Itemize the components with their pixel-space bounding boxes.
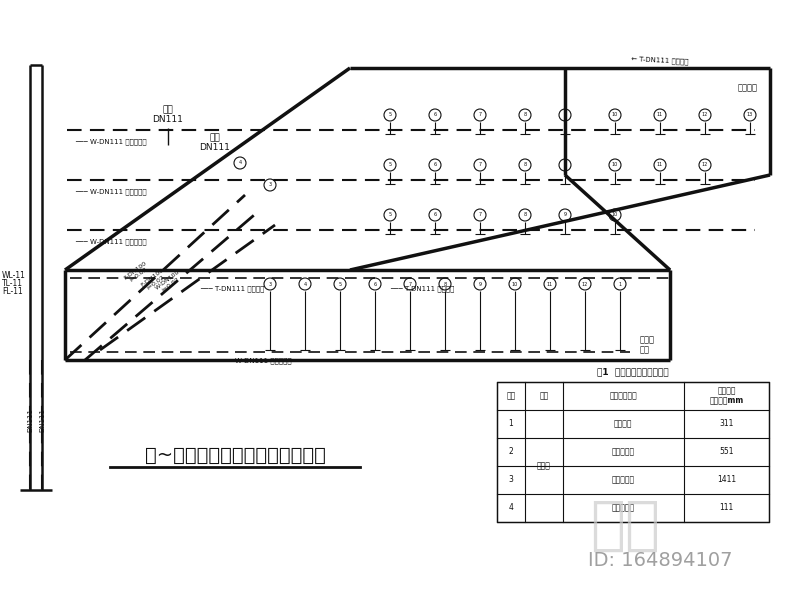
Text: 12: 12 <box>702 113 708 118</box>
Text: 11: 11 <box>547 281 553 286</box>
Text: 7: 7 <box>478 163 482 167</box>
Text: 给水总阀: 给水总阀 <box>614 419 633 428</box>
Text: 地漏: 地漏 <box>640 346 650 355</box>
Text: 10: 10 <box>512 281 518 286</box>
Text: 浴室柜角阀: 浴室柜角阀 <box>612 475 635 485</box>
Text: 10: 10 <box>612 212 618 217</box>
Text: 地漏: 地漏 <box>210 133 220 142</box>
Text: 7: 7 <box>478 113 482 118</box>
Text: 13: 13 <box>747 113 753 118</box>
Text: 12: 12 <box>702 163 708 167</box>
Text: 感应龙头钢: 感应龙头钢 <box>612 503 635 512</box>
Text: 6: 6 <box>434 163 437 167</box>
Text: 5: 5 <box>389 113 391 118</box>
Text: 9: 9 <box>478 281 482 286</box>
Text: 卫生间: 卫生间 <box>537 461 550 470</box>
Text: 6: 6 <box>434 212 437 217</box>
Text: DN111: DN111 <box>153 115 183 124</box>
Text: 3: 3 <box>269 281 271 286</box>
Text: ID: 164894107: ID: 164894107 <box>588 551 732 569</box>
Text: 9: 9 <box>563 163 566 167</box>
Text: 表1  卫生排具配件安装高度: 表1 卫生排具配件安装高度 <box>597 367 669 377</box>
Text: ← T-DN111 吊顶敷设: ← T-DN111 吊顶敷设 <box>631 55 689 65</box>
Text: DN111: DN111 <box>39 408 45 432</box>
Text: ─── W-DN111 沉箱内敷设: ─── W-DN111 沉箱内敷设 <box>75 188 146 194</box>
Text: 知乎: 知乎 <box>590 497 660 553</box>
Text: 1: 1 <box>618 281 622 286</box>
Text: 1: 1 <box>509 419 514 428</box>
Text: 6: 6 <box>374 281 377 286</box>
Text: 4: 4 <box>303 281 306 286</box>
Text: 5: 5 <box>389 212 391 217</box>
Text: W-DN100
i=0.02: W-DN100 i=0.02 <box>154 269 185 296</box>
Text: DN111: DN111 <box>27 408 33 432</box>
Text: 12: 12 <box>582 281 588 286</box>
Text: 7: 7 <box>409 281 411 286</box>
Text: 给水配件名称: 给水配件名称 <box>610 391 638 401</box>
Text: 清扫口: 清扫口 <box>640 335 655 344</box>
Text: 洗脸盆角阀: 洗脸盆角阀 <box>612 448 635 457</box>
Text: 9: 9 <box>563 212 566 217</box>
Text: 地漏: 地漏 <box>162 106 174 115</box>
Bar <box>497 382 769 522</box>
Text: 311: 311 <box>719 419 734 428</box>
Text: 8: 8 <box>523 163 526 167</box>
Text: 台湾管业: 台湾管业 <box>738 83 758 92</box>
Text: 5: 5 <box>389 163 391 167</box>
Text: 6: 6 <box>434 113 437 118</box>
Text: 11: 11 <box>657 113 663 118</box>
Text: 10: 10 <box>612 163 618 167</box>
Text: FL-11: FL-11 <box>2 286 22 295</box>
Text: 5: 5 <box>338 281 342 286</box>
Text: 8: 8 <box>523 113 526 118</box>
Text: 4: 4 <box>509 503 514 512</box>
Text: 序号: 序号 <box>506 391 516 401</box>
Text: 3: 3 <box>269 182 271 187</box>
Text: F-DN100
i=0.02: F-DN100 i=0.02 <box>123 260 151 285</box>
Text: 10: 10 <box>612 113 618 118</box>
Text: 9: 9 <box>563 113 566 118</box>
Text: DN111: DN111 <box>199 143 230 152</box>
Text: 8: 8 <box>443 281 446 286</box>
Text: 3: 3 <box>509 475 514 485</box>
Text: ─── T-DN111 吊顶敷设: ─── T-DN111 吊顶敷设 <box>390 285 454 292</box>
Text: TL-11: TL-11 <box>2 278 23 287</box>
Text: 111: 111 <box>719 503 734 512</box>
Text: ─── W-DN111 沉箱内敷设: ─── W-DN111 沉箱内敷设 <box>220 357 292 364</box>
Text: 7: 7 <box>478 212 482 217</box>
Text: 1411: 1411 <box>717 475 736 485</box>
Text: 8: 8 <box>523 212 526 217</box>
Text: 二~八层卫生间排水系统图（二）: 二~八层卫生间排水系统图（二） <box>145 445 326 464</box>
Text: 位置: 位置 <box>539 391 549 401</box>
Text: ─── T-DN111 吊顶敷设: ─── T-DN111 吊顶敷设 <box>200 285 264 292</box>
Text: 11: 11 <box>657 163 663 167</box>
Text: 551: 551 <box>719 448 734 457</box>
Text: WL-11: WL-11 <box>2 271 26 280</box>
Text: 4: 4 <box>238 160 242 166</box>
Text: ─── W-DN111 沉箱内敷设: ─── W-DN111 沉箱内敷设 <box>75 138 146 145</box>
Text: ─── W-DN111 沉箱内敷设: ─── W-DN111 沉箱内敷设 <box>75 238 146 245</box>
Text: F-DN100
i=0.02: F-DN100 i=0.02 <box>141 268 169 292</box>
Text: 距离地面
安装高度mm: 距离地面 安装高度mm <box>710 386 744 406</box>
Text: 2: 2 <box>509 448 514 457</box>
